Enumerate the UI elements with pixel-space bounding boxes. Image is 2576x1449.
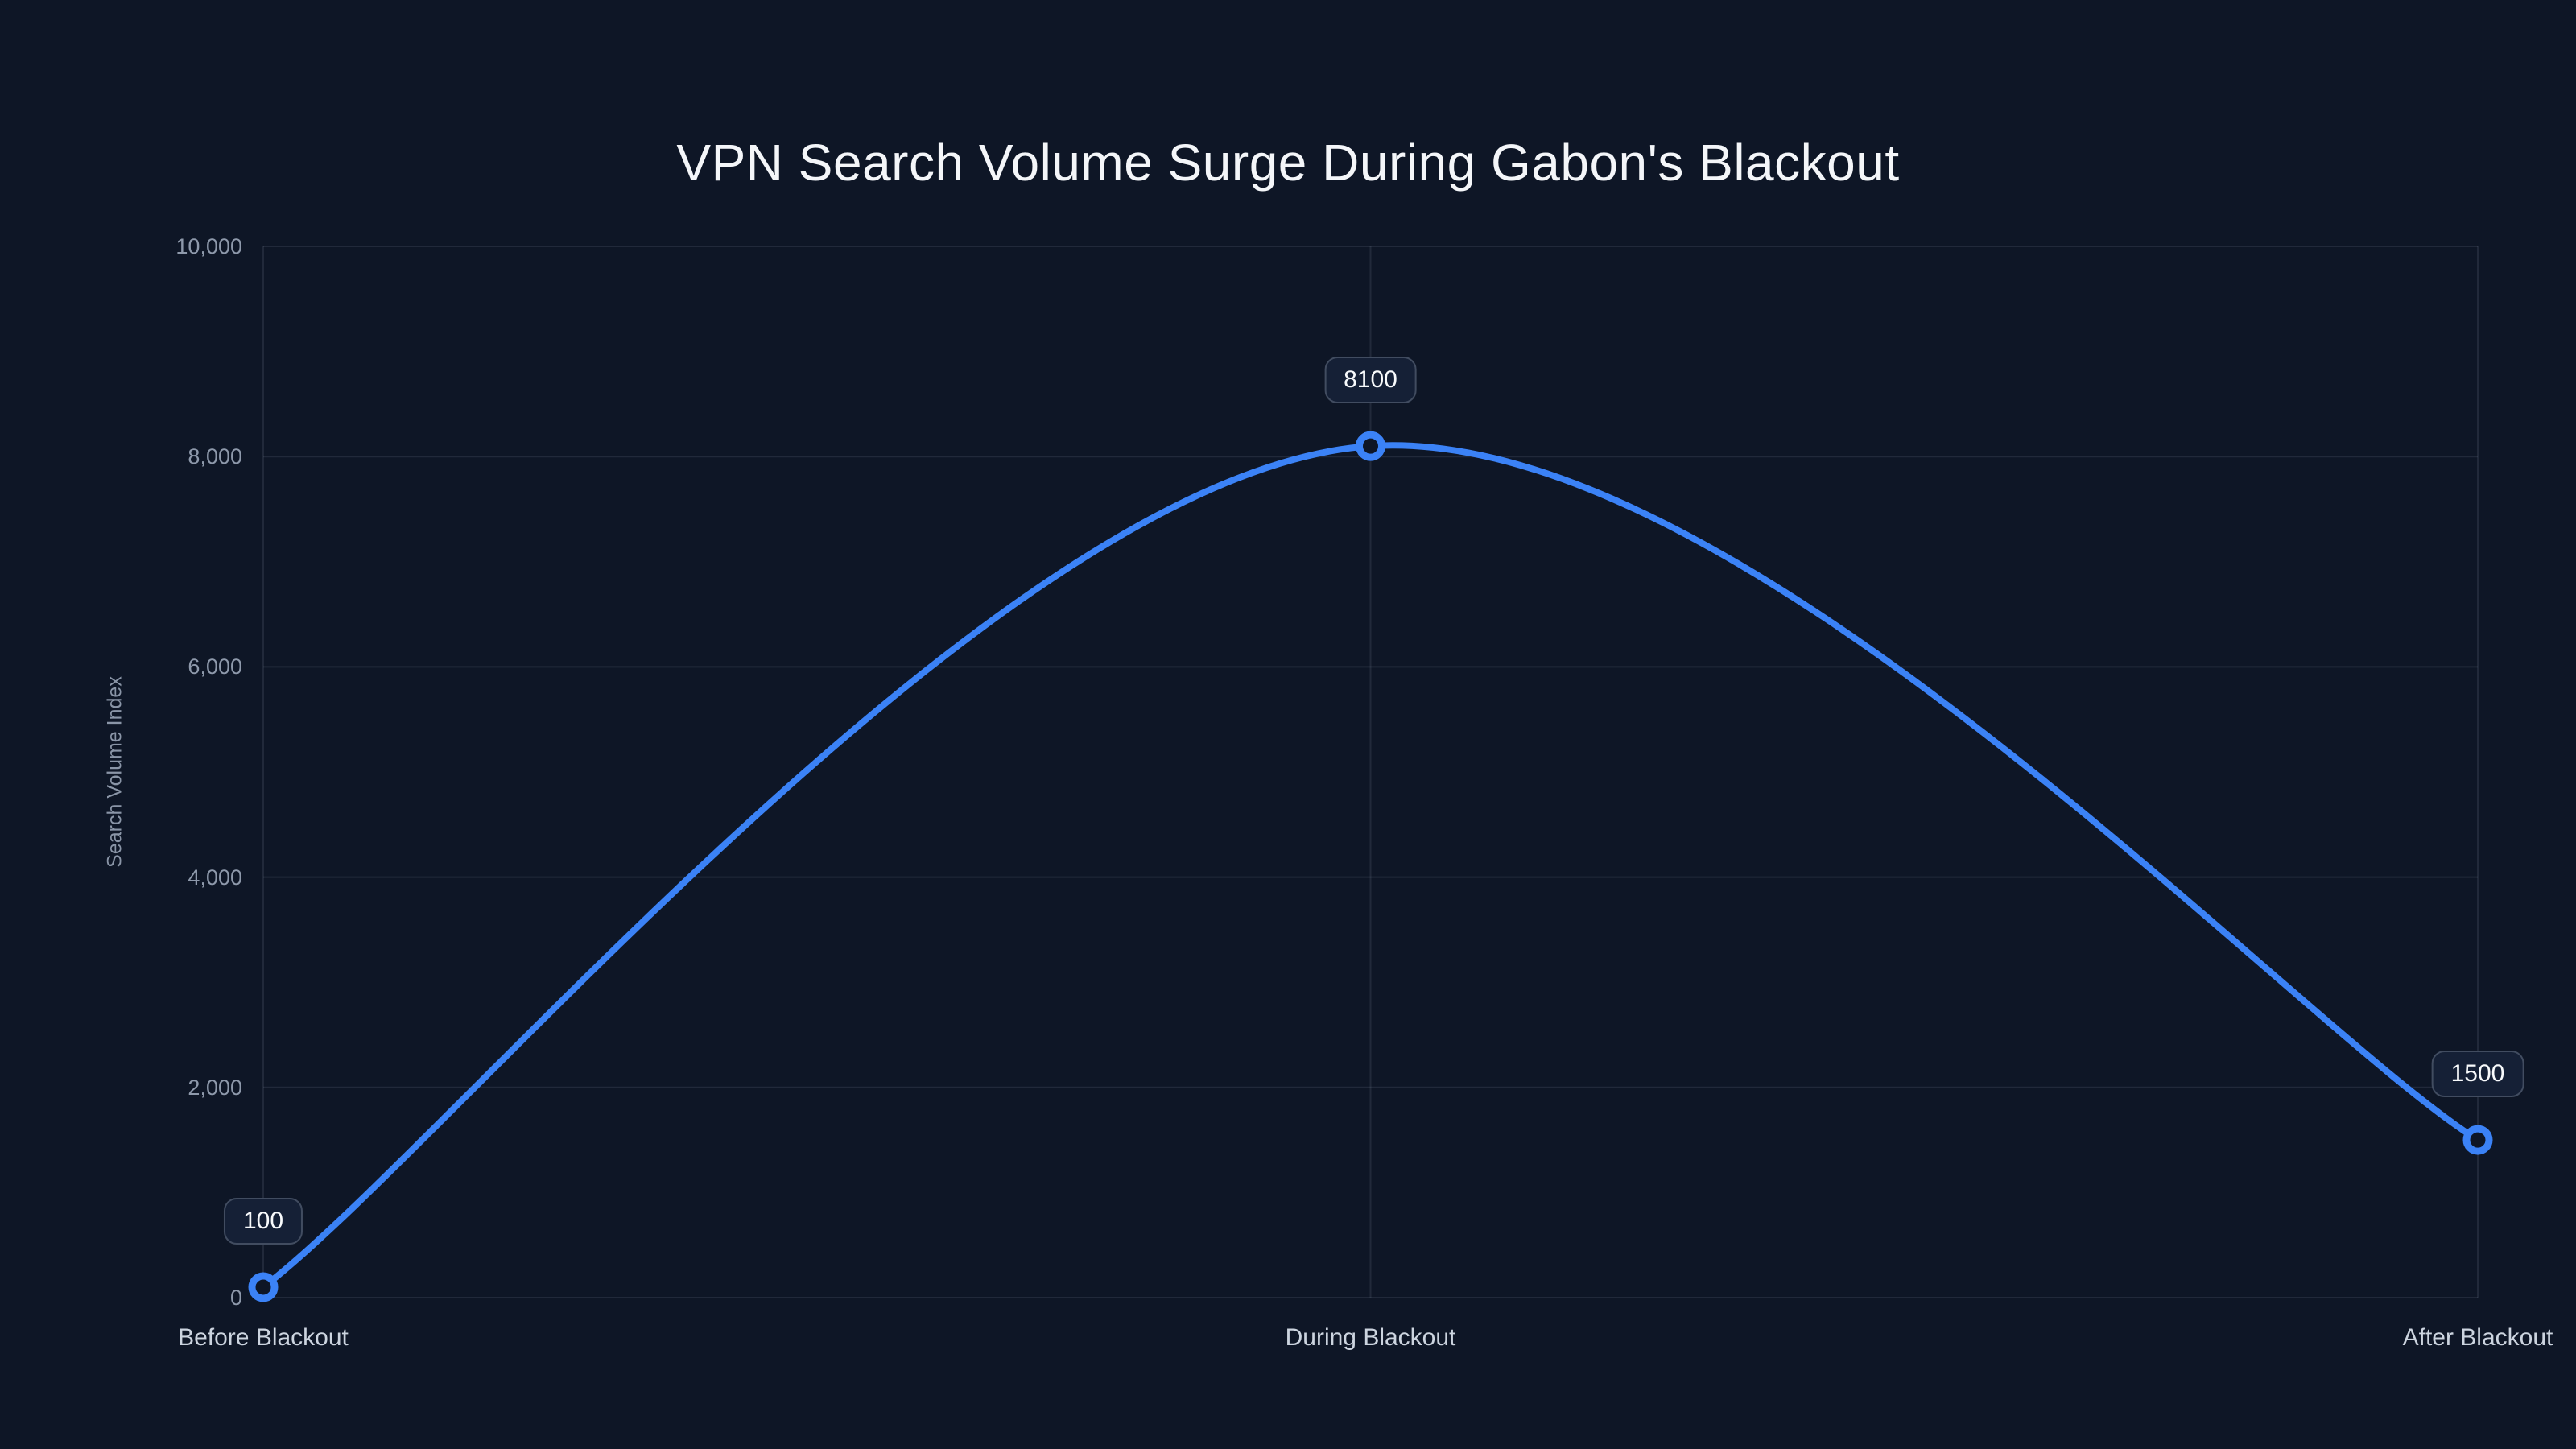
y-tick-label: 0 (229, 1286, 242, 1310)
y-tick-label: 4,000 (188, 865, 242, 890)
y-tick-label: 8,000 (188, 444, 242, 469)
value-badge: 100 (223, 1197, 303, 1245)
chart-title: VPN Search Volume Surge During Gabon's B… (676, 133, 1900, 192)
y-tick-label: 10,000 (175, 234, 242, 258)
x-category-label: After Blackout (2402, 1324, 2553, 1351)
data-point[interactable] (1356, 431, 1385, 461)
y-tick-label: 6,000 (188, 654, 242, 679)
data-point[interactable] (248, 1272, 279, 1302)
x-category-label: During Blackout (1285, 1324, 1456, 1351)
y-tick-label: 2,000 (188, 1075, 242, 1100)
value-badge: 8100 (1324, 357, 1417, 404)
x-category-label: Before Blackout (178, 1324, 349, 1351)
value-badge: 1500 (2431, 1051, 2524, 1098)
data-point[interactable] (2462, 1125, 2493, 1155)
